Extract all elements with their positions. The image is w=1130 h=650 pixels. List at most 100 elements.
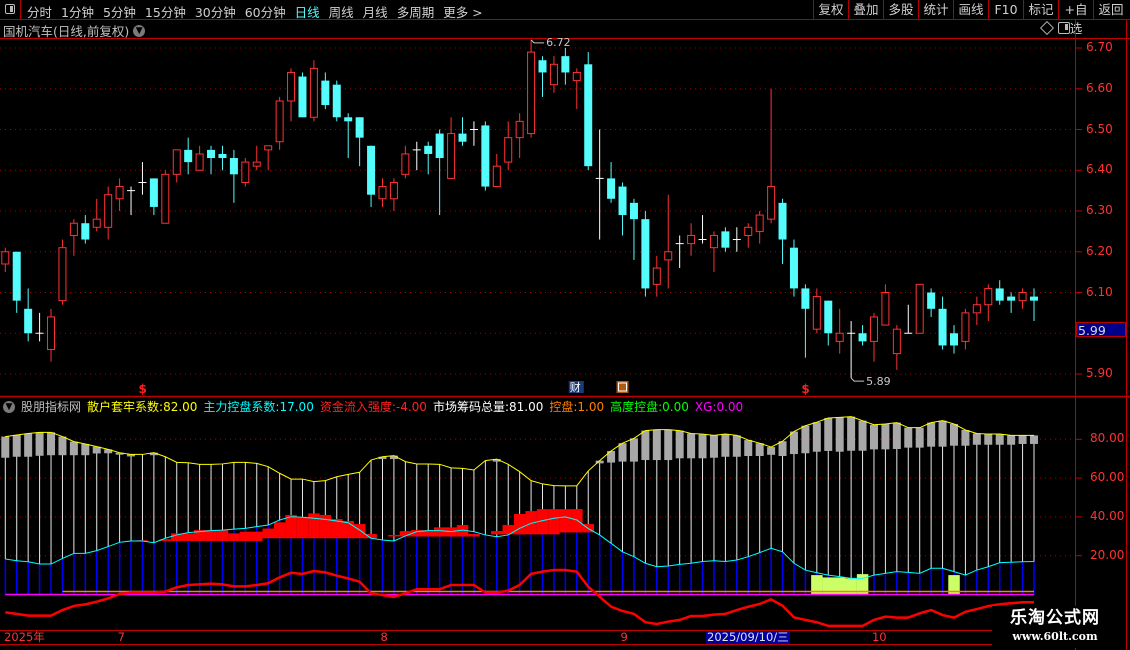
- period-tab[interactable]: 更多 >: [443, 5, 483, 20]
- capital-block: [433, 527, 446, 537]
- indicator-tick-label: 80.00: [1090, 431, 1125, 446]
- high-control-block: [845, 578, 857, 595]
- candle-down: [355, 117, 364, 138]
- panel-toggle-icon[interactable]: [1058, 22, 1070, 34]
- candle-up: [961, 312, 970, 342]
- indicator-value: 1.00: [577, 400, 605, 414]
- watermark-name: 乐淘公式网: [1010, 608, 1100, 628]
- main-control-line: [5, 516, 1035, 579]
- indicator-label: 散户套牢系数:: [87, 400, 164, 414]
- price-tick-label: 6.50: [1086, 121, 1113, 136]
- candle-up: [115, 186, 124, 200]
- candle-up: [401, 153, 410, 175]
- candle-up: [744, 226, 753, 236]
- indicator-label: 资金流入强度:: [319, 400, 396, 414]
- period-tab[interactable]: 月线: [362, 5, 388, 20]
- low-arrow: [850, 377, 865, 382]
- chip-bar: [984, 434, 993, 445]
- chip-bar: [1007, 435, 1016, 445]
- candle-down: [629, 202, 638, 220]
- candle-down: [332, 84, 341, 118]
- capital-block: [262, 528, 274, 539]
- chip-bar: [687, 433, 696, 459]
- chip-bar: [801, 425, 810, 454]
- period-tab[interactable]: 1分钟: [61, 5, 94, 20]
- toolbar-button[interactable]: 返回: [1093, 0, 1128, 19]
- chip-bar: [732, 435, 741, 457]
- chevron-down-icon[interactable]: ▼: [133, 24, 146, 37]
- chevron-down-icon[interactable]: ▼: [3, 400, 15, 413]
- indicator-item: XG:0.00: [695, 400, 743, 414]
- current-price-marker: 5.99: [1076, 322, 1126, 338]
- finance-icon-label: 财: [570, 380, 581, 394]
- candle-down: [298, 76, 307, 118]
- indicator-value: 82.00: [163, 400, 198, 414]
- indicator-item: 资金流入强度:-4.00: [320, 398, 427, 415]
- candle-up: [835, 332, 844, 342]
- candle-down: [927, 292, 936, 309]
- sidebar-toggle-button[interactable]: [0, 0, 21, 20]
- candle-down: [229, 158, 238, 175]
- period-tab[interactable]: 60分钟: [244, 5, 286, 20]
- candle-up: [47, 316, 56, 351]
- chart-title-row: 国机汽车(日线,前复权) ▼: [3, 21, 146, 40]
- toolbar-button[interactable]: 多股: [883, 0, 918, 19]
- candle-down: [435, 133, 444, 159]
- period-tab[interactable]: 周线: [328, 5, 354, 20]
- candle-up: [1018, 292, 1027, 302]
- chip-bar: [709, 435, 718, 458]
- toolbar-button[interactable]: 叠加: [848, 0, 883, 19]
- toolbar-button[interactable]: 统计: [918, 0, 953, 19]
- candle-up: [92, 218, 101, 228]
- indicator-item: 市场筹码总量:81.00: [433, 398, 543, 415]
- date-year: 2025年: [4, 630, 45, 644]
- period-tab[interactable]: 日线: [294, 5, 320, 20]
- candle-down: [207, 149, 216, 159]
- period-tab[interactable]: 15分钟: [144, 5, 186, 20]
- capital-block: [342, 520, 354, 539]
- high-control-block: [811, 575, 823, 595]
- high-control-block: [856, 574, 869, 595]
- candle-down: [607, 178, 616, 199]
- capital-block: [491, 531, 503, 535]
- period-tab[interactable]: 5分钟: [102, 5, 136, 20]
- candle-up: [972, 304, 981, 314]
- candle-up: [161, 173, 170, 224]
- candle-up: [515, 120, 524, 139]
- indicator-name[interactable]: 股朋指标网: [21, 400, 82, 414]
- candle-down: [81, 223, 90, 240]
- retail-trap-line: [5, 416, 1034, 487]
- candle-up: [755, 214, 764, 232]
- capital-block: [171, 533, 183, 541]
- capital-block: [548, 509, 560, 535]
- cursor-date: 2025/09/10/三: [706, 630, 790, 644]
- chip-bar: [104, 449, 113, 454]
- candle-up: [869, 316, 878, 342]
- period-tab[interactable]: 30分钟: [194, 5, 236, 20]
- toolbar-button[interactable]: 标记: [1023, 0, 1058, 19]
- toolbar-button[interactable]: 复权: [813, 0, 848, 19]
- candle-down: [149, 178, 158, 207]
- capital-block: [285, 514, 297, 539]
- candle-up: [767, 186, 776, 220]
- candle-up: [915, 283, 924, 334]
- toolbar-button[interactable]: F10: [988, 0, 1023, 19]
- candle-down: [481, 125, 490, 187]
- chip-bar: [755, 443, 764, 456]
- period-tab[interactable]: 多周期: [396, 5, 435, 20]
- candle-down: [721, 231, 730, 248]
- toolbar-button[interactable]: 画线: [953, 0, 988, 19]
- candle-up: [492, 165, 501, 188]
- period-tab[interactable]: 分时: [27, 5, 53, 20]
- capital-block: [353, 524, 366, 539]
- chip-bar: [927, 422, 936, 447]
- high-price-label: 6.72: [546, 36, 571, 49]
- chip-bar: [607, 450, 616, 463]
- capital-block: [525, 511, 537, 535]
- candle-down: [824, 300, 833, 334]
- capital-block: [331, 519, 343, 539]
- capital-block: [239, 531, 252, 541]
- chip-bar: [904, 427, 913, 448]
